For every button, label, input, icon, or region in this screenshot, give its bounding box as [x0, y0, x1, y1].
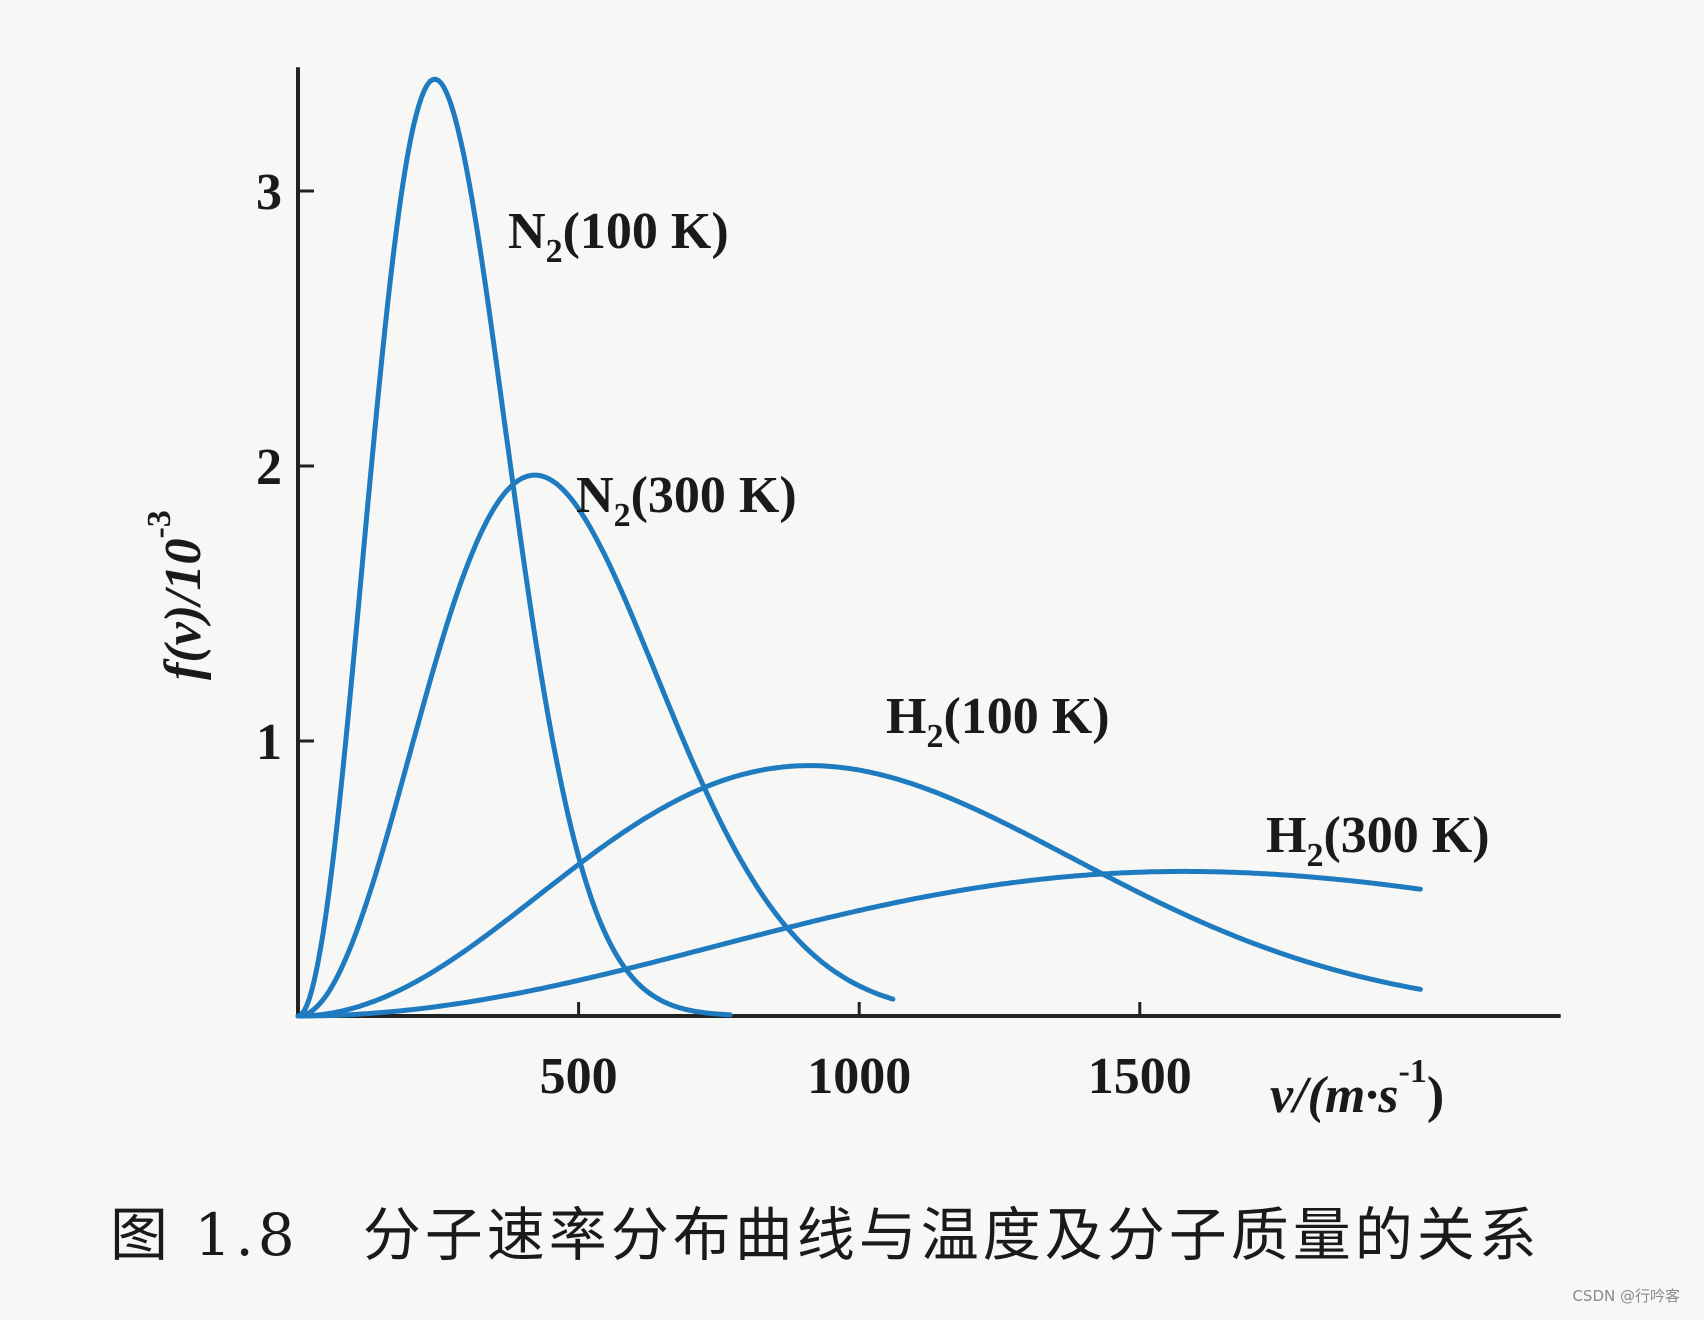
- y-axis-title-main: f(v)/10: [155, 539, 212, 680]
- series-label-n2-300-k: N2(300 K): [576, 467, 797, 534]
- series-label-temperature: (300 K): [631, 467, 797, 524]
- labels: v/(m·s-1)f(v)/10-3N2(100 K)N2(300 K)H2(1…: [141, 203, 1490, 1124]
- y-axis-title: f(v)/10-3: [141, 510, 212, 680]
- x-tick-label-1000: 1000: [807, 1048, 911, 1105]
- x-axis-title-close: ): [1427, 1067, 1444, 1124]
- series-label-species: N: [576, 467, 614, 524]
- watermark: CSDN @行吟客: [1572, 1287, 1680, 1305]
- x-tick-label-500: 500: [540, 1048, 618, 1105]
- x-axis-title-main: v/(m·s: [1270, 1067, 1399, 1124]
- axes: 500 1000 1500 1 2 3: [256, 67, 1561, 1105]
- series-label-temperature: (300 K): [1323, 807, 1489, 864]
- caption-number: 图 1.8: [110, 1201, 299, 1269]
- series-label-species: H: [886, 688, 926, 745]
- y-axis-title-exponent: -3: [141, 510, 178, 538]
- series-label-n2-100-k: N2(100 K): [508, 203, 729, 270]
- series-label-temperature: (100 K): [563, 203, 729, 260]
- series-label-subscript: 2: [926, 718, 943, 755]
- curve-n2-300-k: [295, 472, 896, 1019]
- series-label-subscript: 2: [546, 233, 563, 270]
- y-tick-label-1: 1: [256, 714, 282, 771]
- curve-h2-100-k: [295, 763, 1423, 1019]
- series-label-h2-300-k: H2(300 K): [1266, 807, 1490, 874]
- x-axis-title: v/(m·s-1): [1270, 1053, 1444, 1124]
- series-label-h2-100-k: H2(100 K): [886, 688, 1110, 755]
- series-label-subscript: 2: [614, 497, 631, 534]
- figure-caption: 图 1.8 分子速率分布曲线与温度及分子质量的关系: [110, 1188, 1590, 1269]
- series-label-species: N: [508, 203, 546, 260]
- curve-h2-300-k: [295, 868, 1423, 1019]
- y-tick-label-3: 3: [256, 164, 282, 221]
- series-label-temperature: (100 K): [943, 688, 1109, 745]
- x-tick-label-1500: 1500: [1088, 1048, 1192, 1105]
- curves: [295, 76, 1423, 1019]
- caption-text: 分子速率分布曲线与温度及分子质量的关系: [362, 1201, 1541, 1269]
- series-label-subscript: 2: [1306, 837, 1323, 874]
- x-axis-title-exponent: -1: [1399, 1053, 1427, 1090]
- curve-n2-100-k: [295, 76, 733, 1019]
- series-label-species: H: [1266, 807, 1306, 864]
- y-tick-label-2: 2: [256, 439, 282, 496]
